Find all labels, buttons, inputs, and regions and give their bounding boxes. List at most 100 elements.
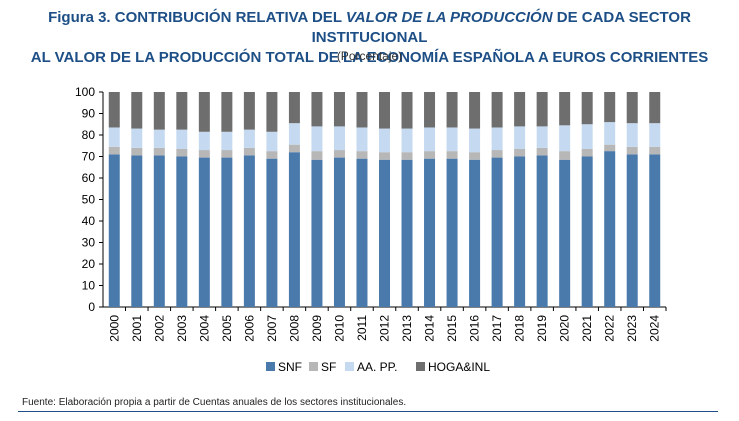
chart-subtitle: (Porcentaje)	[336, 49, 403, 63]
bar-sf-2007	[266, 151, 278, 159]
bar-sf-2016	[469, 152, 481, 160]
bar-sf-2014	[424, 151, 436, 159]
bar-aapp-2010	[333, 126, 345, 151]
bar-sf-2010	[333, 150, 345, 158]
bar-sf-2000	[108, 146, 120, 155]
x-tick-label: 2003	[175, 315, 189, 342]
y-tick-label: 40	[82, 214, 96, 228]
bar-sf-2022	[604, 144, 616, 152]
bar-aapp-2014	[424, 127, 436, 152]
bar-snf-2016	[469, 159, 481, 307]
bar-hoga-2011	[356, 92, 368, 128]
bar-snf-2022	[604, 151, 616, 308]
legend-label-hoga: HOGA&INL	[428, 360, 490, 374]
x-tick-label: 2021	[580, 315, 594, 342]
bar-aapp-2015	[446, 127, 458, 152]
x-tick-label: 2013	[400, 315, 414, 342]
bar-snf-2015	[446, 158, 458, 307]
bar-snf-2011	[356, 158, 368, 307]
bar-sf-2024	[649, 146, 661, 155]
x-tick-label: 2001	[130, 315, 144, 342]
bar-sf-2017	[491, 150, 503, 158]
x-tick-label: 2008	[287, 315, 301, 342]
bar-aapp-2002	[153, 129, 165, 148]
bar-hoga-2003	[176, 92, 188, 130]
bar-sf-2008	[288, 144, 300, 153]
bar-hoga-2019	[536, 92, 548, 127]
x-tick-label: 2010	[332, 315, 346, 342]
bar-aapp-2023	[626, 123, 638, 147]
bar-snf-2018	[514, 156, 526, 307]
bar-aapp-2016	[469, 128, 481, 153]
bar-hoga-2013	[401, 92, 413, 129]
title-italic: VALOR DE LA PRODUCCIÓN	[345, 9, 553, 26]
bar-hoga-2001	[131, 92, 143, 129]
x-tick-label: 2009	[310, 315, 324, 342]
figure-title: Figura 3. CONTRIBUCIÓN RELATIVA DEL VALO…	[0, 8, 739, 68]
bar-hoga-2022	[604, 92, 616, 123]
bar-sf-2006	[243, 147, 255, 156]
x-tick-label: 2019	[535, 315, 549, 342]
bar-aapp-2021	[581, 124, 593, 149]
bar-snf-2005	[221, 157, 233, 307]
legend-swatch-sf	[309, 362, 318, 371]
bar-sf-2012	[379, 152, 390, 160]
x-tick-label: 2018	[513, 315, 527, 342]
y-tick-label: 80	[82, 128, 96, 142]
bar-hoga-2002	[153, 92, 165, 130]
bar-sf-2015	[446, 151, 458, 159]
bar-hoga-2023	[626, 92, 638, 124]
bar-snf-2024	[649, 154, 661, 307]
y-tick-label: 20	[82, 257, 96, 271]
x-tick-label: 2005	[220, 315, 234, 342]
bar-snf-2023	[626, 154, 638, 307]
x-tick-label: 2002	[152, 315, 166, 342]
bar-sf-2023	[626, 146, 638, 155]
bar-sf-2013	[401, 152, 413, 160]
y-tick-label: 10	[82, 279, 96, 293]
x-tick-label: 2016	[468, 315, 482, 342]
bar-snf-2003	[176, 156, 188, 307]
bar-aapp-2004	[198, 131, 210, 151]
bar-hoga-2004	[198, 92, 210, 132]
x-tick-label: 2004	[197, 315, 211, 342]
bar-aapp-2003	[176, 129, 188, 149]
bar-snf-2020	[559, 159, 571, 307]
x-tick-label: 2007	[265, 315, 279, 342]
bar-aapp-2009	[311, 126, 323, 152]
bar-hoga-2000	[108, 92, 120, 128]
bar-aapp-2024	[649, 123, 661, 147]
bar-hoga-2005	[221, 92, 233, 132]
bar-snf-2000	[108, 154, 120, 307]
title-line-2: AL VALOR DE LA PRODUCCIÓN TOTAL DE LA EC…	[30, 49, 709, 66]
bar-aapp-2013	[401, 128, 413, 153]
bar-aapp-2005	[221, 131, 233, 151]
y-tick-label: 100	[75, 85, 95, 99]
x-tick-label: 2017	[490, 315, 504, 342]
bar-hoga-2008	[288, 92, 300, 124]
bar-hoga-2024	[649, 92, 661, 124]
y-tick-label: 0	[88, 300, 95, 314]
bar-hoga-2007	[266, 92, 278, 132]
bar-aapp-2007	[266, 131, 278, 152]
bar-snf-2013	[401, 159, 413, 307]
bar-snf-2007	[266, 158, 278, 307]
y-tick-label: 90	[82, 107, 96, 121]
figure-label: Figura 3.	[48, 9, 111, 26]
bar-sf-2002	[153, 147, 165, 156]
x-tick-label: 2024	[648, 315, 662, 342]
x-tick-label: 2022	[603, 315, 617, 342]
bar-hoga-2016	[469, 92, 481, 129]
bar-aapp-2006	[243, 129, 255, 148]
bar-hoga-2021	[581, 92, 593, 125]
bar-aapp-2011	[356, 127, 368, 152]
bar-aapp-2019	[536, 126, 548, 148]
bar-sf-2005	[221, 150, 233, 158]
bar-sf-2001	[131, 147, 143, 156]
bottom-rule	[18, 411, 718, 412]
title-part-2: DE CADA SECTOR INSTITUCIONAL	[311, 9, 691, 46]
bar-hoga-2014	[424, 92, 436, 128]
bar-snf-2021	[581, 156, 593, 307]
x-tick-label: 2011	[355, 315, 369, 341]
bar-sf-2020	[559, 151, 571, 160]
